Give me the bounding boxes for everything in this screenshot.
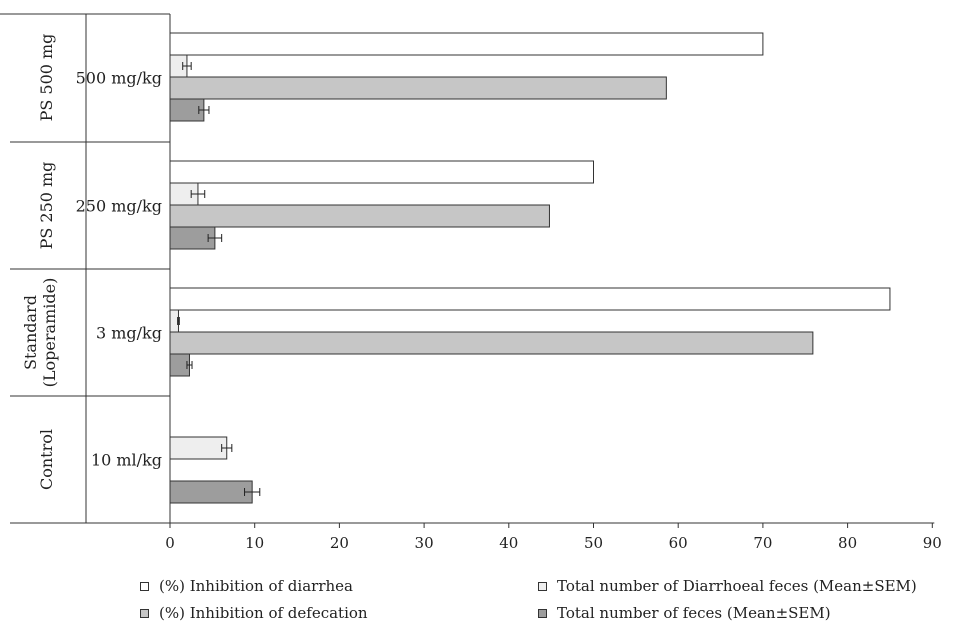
x-tick-label: 30 <box>415 534 434 552</box>
legend-swatch <box>538 608 547 618</box>
dose-label: 500 mg/kg <box>76 69 162 88</box>
group-label-line: Standard <box>21 295 40 370</box>
bar <box>169 76 667 100</box>
x-tick-label: 50 <box>584 534 603 552</box>
bar <box>169 32 764 56</box>
legend-swatch <box>538 581 547 591</box>
legend-item: Total number of feces (Mean±SEM) <box>538 604 831 622</box>
x-tick-label: 80 <box>838 534 857 552</box>
legend-swatch <box>140 581 149 591</box>
bars-layer <box>169 32 891 504</box>
legend-item: (%) Inhibition of diarrhea <box>140 577 353 595</box>
legend-label: Total number of feces (Mean±SEM) <box>557 604 831 622</box>
bar <box>169 204 550 228</box>
bar <box>169 436 228 460</box>
dose-label: 10 ml/kg <box>91 451 162 470</box>
x-tick-label: 40 <box>499 534 518 552</box>
legend: (%) Inhibition of diarrhea Total number … <box>140 574 977 626</box>
group-label-line: (Loperamide) <box>40 278 59 388</box>
group-label: PS 500 mg <box>37 34 56 122</box>
bar <box>169 331 814 355</box>
dose-label: 250 mg/kg <box>76 197 162 216</box>
bar <box>169 160 594 184</box>
group-label: Standard(Loperamide) <box>21 278 59 388</box>
group-label-line: PS 250 mg <box>37 162 56 250</box>
group-label-line: Control <box>37 429 56 490</box>
legend-label: (%) Inhibition of diarrhea <box>159 577 353 595</box>
x-tick-label: 0 <box>165 534 175 552</box>
bar <box>169 480 253 504</box>
x-tick-label: 70 <box>753 534 772 552</box>
group-label: Control <box>37 429 56 490</box>
group-label: PS 250 mg <box>37 162 56 250</box>
legend-item: (%) Inhibition of defecation <box>140 604 368 622</box>
legend-item: Total number of Diarrhoeal feces (Mean±S… <box>538 577 917 595</box>
group-label-line: PS 500 mg <box>37 34 56 122</box>
bar <box>169 287 891 311</box>
x-tick-label: 90 <box>923 534 942 552</box>
x-tick-label: 60 <box>669 534 688 552</box>
x-axis-ticks: 0 10 20 30 40 50 60 70 80 90 <box>165 523 942 552</box>
labels-layer: PS 500 mg 500 mg/kg PS 250 mg 250 mg/kg Stan… <box>21 34 162 490</box>
dose-label: 3 mg/kg <box>96 324 162 343</box>
x-tick-label: 20 <box>330 534 349 552</box>
legend-label: Total number of Diarrhoeal feces (Mean±S… <box>557 577 917 595</box>
x-tick-label: 10 <box>245 534 264 552</box>
legend-swatch <box>140 608 149 618</box>
legend-label: (%) Inhibition of defecation <box>159 604 368 622</box>
